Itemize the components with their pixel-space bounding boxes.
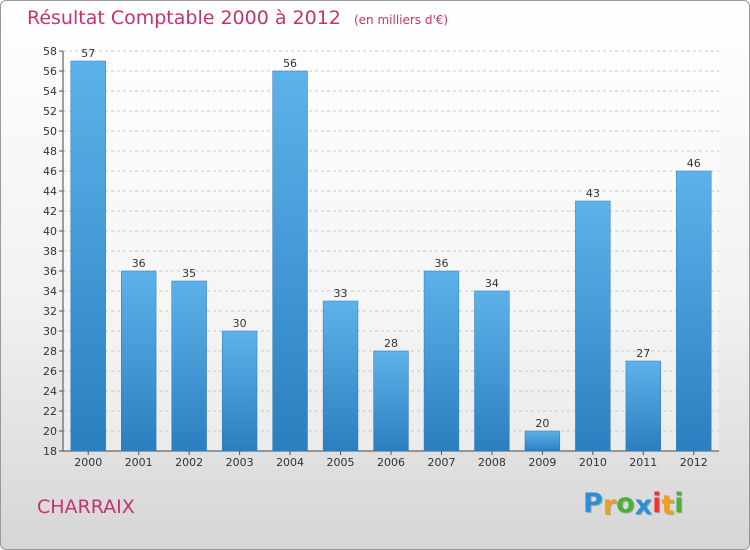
- y-tick-label: 58: [43, 45, 57, 58]
- logo-letter: x: [634, 490, 653, 521]
- bar-2011: [625, 360, 661, 452]
- y-tick-label: 44: [43, 185, 57, 198]
- y-tick-label: 50: [43, 125, 57, 138]
- x-tick-label-2011: 2011: [629, 456, 657, 469]
- bar-2000: [70, 60, 106, 452]
- commune-name: CHARRAIX: [37, 496, 135, 518]
- bar-2004: [272, 70, 308, 452]
- data-label-2002: 35: [182, 267, 196, 280]
- logo-letter: i: [674, 488, 684, 519]
- proxiti-logo: Proxiti: [583, 488, 684, 521]
- x-tick-label-2010: 2010: [579, 456, 607, 469]
- y-tick-label: 46: [43, 165, 57, 178]
- logo-letter: r: [602, 490, 617, 521]
- y-tick-label: 26: [43, 365, 57, 378]
- data-label-2010: 43: [586, 187, 600, 200]
- data-label-2007: 36: [434, 257, 448, 270]
- y-tick-label: 30: [43, 325, 57, 338]
- x-tick-label-2006: 2006: [377, 456, 405, 469]
- x-tick-label-2008: 2008: [478, 456, 506, 469]
- data-label-2009: 20: [535, 417, 549, 430]
- data-label-2012: 46: [687, 157, 701, 170]
- bar-2001: [121, 270, 157, 452]
- logo-letter: o: [616, 488, 635, 519]
- bar-2010: [575, 200, 611, 452]
- x-tick-label-2002: 2002: [175, 456, 203, 469]
- x-tick-label-2009: 2009: [528, 456, 556, 469]
- y-tick-label: 40: [43, 225, 57, 238]
- x-tick-label-2007: 2007: [427, 456, 455, 469]
- y-tick-label: 20: [43, 425, 57, 438]
- y-tick-label: 22: [43, 405, 57, 418]
- chart-subtitle: (en milliers d'€): [353, 13, 449, 27]
- logo-letter: P: [583, 488, 603, 519]
- y-tick-label: 32: [43, 305, 57, 318]
- x-tick-label-2005: 2005: [327, 456, 355, 469]
- x-tick-label-2001: 2001: [125, 456, 153, 469]
- x-tick-label-2012: 2012: [680, 456, 708, 469]
- y-tick-label: 34: [43, 285, 57, 298]
- data-label-2011: 27: [636, 347, 650, 360]
- bar-2009: [524, 430, 561, 452]
- y-tick-label: 48: [43, 145, 57, 158]
- y-tick-label: 56: [43, 65, 57, 78]
- data-label-2004: 56: [283, 57, 297, 70]
- data-label-2001: 36: [132, 257, 146, 270]
- data-label-2006: 28: [384, 337, 398, 350]
- bar-2003: [221, 330, 258, 452]
- x-tick-label-2004: 2004: [276, 456, 304, 469]
- y-tick-label: 38: [43, 245, 57, 258]
- y-tick-label: 52: [43, 105, 57, 118]
- logo-letter: t: [661, 490, 675, 521]
- bar-2005: [322, 300, 359, 452]
- data-label-2000: 57: [81, 47, 95, 60]
- chart-title: Résultat Comptable 2000 à 2012: [27, 7, 341, 29]
- logo-letter: i: [652, 488, 662, 519]
- y-tick-label: 24: [43, 385, 57, 398]
- y-tick-label: 28: [43, 345, 57, 358]
- x-tick-label-2003: 2003: [226, 456, 254, 469]
- bar-2007: [423, 270, 460, 452]
- bar-2012: [676, 170, 712, 452]
- bar-2008: [474, 290, 510, 452]
- data-label-2008: 34: [485, 277, 499, 290]
- bar-2006: [373, 350, 409, 452]
- y-tick-label: 36: [43, 265, 57, 278]
- bar-2002: [171, 280, 207, 452]
- y-tick-label: 54: [43, 85, 57, 98]
- title-row: Résultat Comptable 2000 à 2012 (en milli…: [27, 7, 448, 29]
- x-tick-label-2000: 2000: [74, 456, 102, 469]
- y-tick-label: 18: [43, 445, 57, 458]
- y-tick-label: 42: [43, 205, 57, 218]
- data-label-2005: 33: [334, 287, 348, 300]
- data-label-2003: 30: [233, 317, 247, 330]
